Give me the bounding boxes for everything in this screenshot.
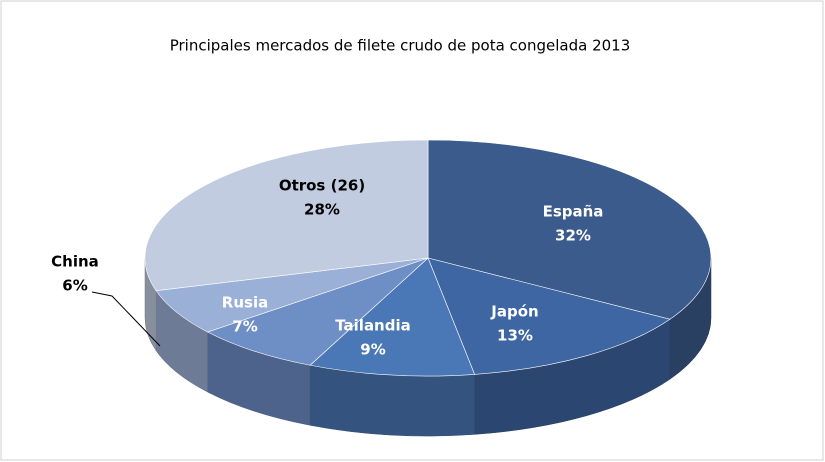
data-label-value: 28% (304, 201, 340, 219)
data-label-value: 9% (360, 341, 385, 359)
data-label-name: Otros (26) (279, 177, 365, 195)
data-label-name: Japón (490, 303, 538, 321)
data-label-value: 13% (497, 327, 533, 345)
data-label-name: Rusia (222, 294, 268, 312)
data-label-value: 32% (555, 227, 591, 245)
slice (206, 257, 429, 366)
data-label-value: 7% (232, 318, 257, 336)
data-label-name: España (543, 203, 604, 221)
slice (309, 257, 476, 377)
data-label-value: 6% (62, 277, 87, 295)
slice (144, 139, 429, 292)
slice (427, 139, 712, 320)
slice (155, 257, 429, 333)
leader-line (91, 291, 161, 347)
slice (427, 257, 671, 375)
data-label-name: Tailandia (335, 317, 411, 335)
chart-title: Principales mercados de filete crudo de … (170, 37, 631, 55)
data-label-name: China (51, 253, 99, 271)
